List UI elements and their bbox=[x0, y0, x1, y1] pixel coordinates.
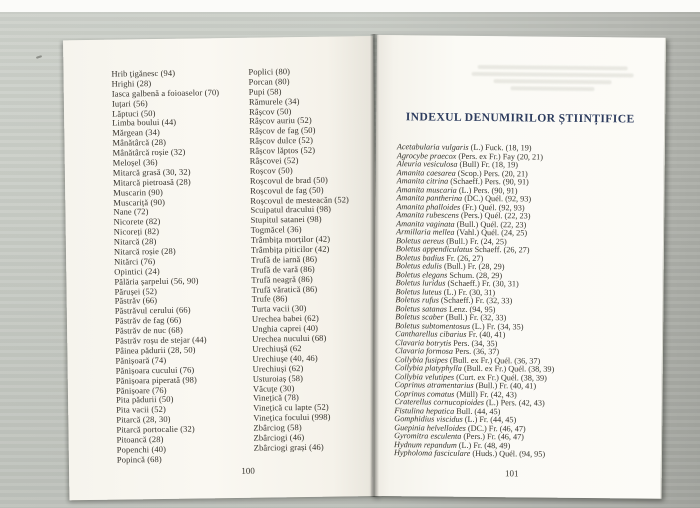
common-names-column-1: Hrib țigănesc (94) Hrighi (28) Iasca galbe… bbox=[111, 68, 224, 465]
show-through-line bbox=[471, 71, 634, 78]
index-entry-common: Zbârciogi grași (46) bbox=[253, 441, 324, 453]
show-through-text bbox=[466, 62, 638, 95]
common-names-column-2: Poplici (80) Porcan (80) Pupi (58) Rămurele… bbox=[248, 66, 352, 453]
left-page-number: 100 bbox=[241, 465, 255, 476]
left-page: Hrib țigănesc (94) Hrighi (28) Iasca galbe… bbox=[63, 36, 380, 501]
section-title: INDEXUL DENUMIRILOR ȘTIINȚIFICE bbox=[405, 110, 635, 126]
index-entry-common: Popincă (68) bbox=[116, 453, 162, 465]
show-through-line bbox=[477, 64, 628, 71]
right-page-number: 101 bbox=[505, 468, 519, 479]
scan-top-margin bbox=[0, 0, 700, 12]
index-entry-scientific: Hypholoma fasciculare (Huds.) Quél. (94,… bbox=[393, 448, 546, 459]
show-through-line bbox=[493, 79, 612, 85]
show-through-line bbox=[510, 86, 595, 92]
right-page: INDEXUL DENUMIRILOR ȘTIINȚIFICE Acetabul… bbox=[372, 35, 666, 499]
scientific-names-list: Acetabularia vulgaris (L.) Fuck. (18, 19… bbox=[393, 142, 556, 459]
